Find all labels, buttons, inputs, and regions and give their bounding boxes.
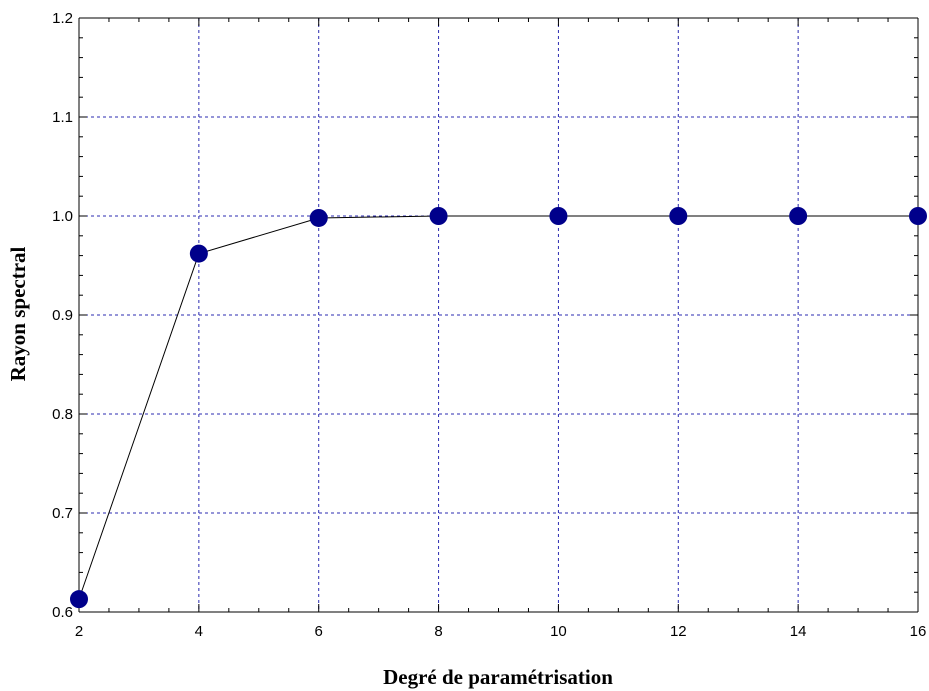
x-tick-label: 16	[910, 623, 927, 640]
grid	[79, 18, 918, 612]
y-tick-label: 1.2	[52, 10, 73, 27]
x-tick-label: 10	[550, 623, 567, 640]
x-tick-label: 12	[670, 623, 687, 640]
x-tick-label: 4	[195, 623, 203, 640]
data-point	[429, 207, 448, 225]
ticks	[78, 17, 919, 613]
data-point	[909, 207, 927, 225]
x-axis-title: Degré de paramétrisation	[383, 665, 613, 689]
data-point	[549, 207, 568, 225]
y-tick-label: 0.9	[52, 307, 73, 324]
series-line	[78, 215, 918, 600]
y-tick-label: 0.6	[52, 604, 73, 621]
x-tick-label: 14	[790, 623, 807, 640]
y-tick-label: 0.8	[52, 406, 73, 423]
data-point	[189, 244, 208, 263]
y-tick-label: 1.1	[52, 109, 73, 126]
tick-labels: 2 4 6 8 10 12 14 16 0.6 0.7 0.8 0.9 1.0 1.1 1.2	[52, 10, 926, 640]
y-axis-title: Rayon spectral	[6, 246, 30, 381]
x-tick-label: 8	[434, 623, 442, 640]
y-tick-label: 1.0	[52, 208, 73, 225]
y-tick-label: 0.7	[52, 505, 73, 522]
x-tick-label: 2	[75, 623, 83, 640]
data-point	[669, 207, 688, 225]
x-tick-label: 6	[315, 623, 323, 640]
axes	[78, 17, 919, 613]
series	[70, 207, 927, 609]
data-point	[309, 208, 328, 227]
data-point	[789, 207, 808, 225]
data-point	[70, 590, 88, 609]
